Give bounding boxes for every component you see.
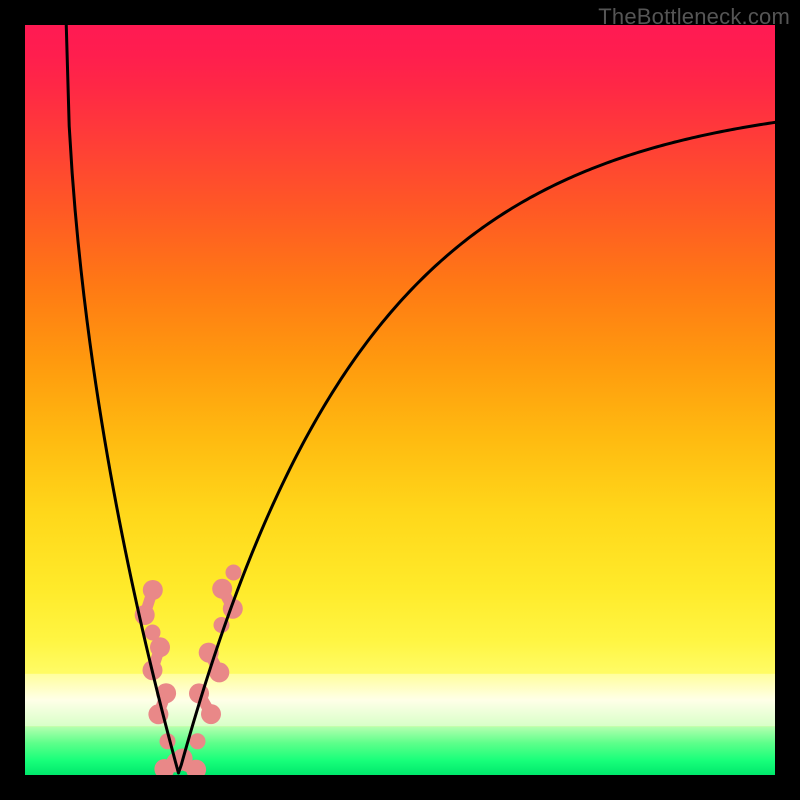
marker-dot	[226, 565, 242, 581]
plot-frame	[25, 25, 775, 775]
stage: TheBottleneck.com	[0, 0, 800, 800]
marker-dumbbell	[199, 643, 230, 683]
curve-path	[64, 25, 775, 773]
bottleneck-curve	[25, 25, 775, 775]
marker-dot	[190, 733, 206, 749]
marker-dumbbell	[148, 683, 176, 724]
